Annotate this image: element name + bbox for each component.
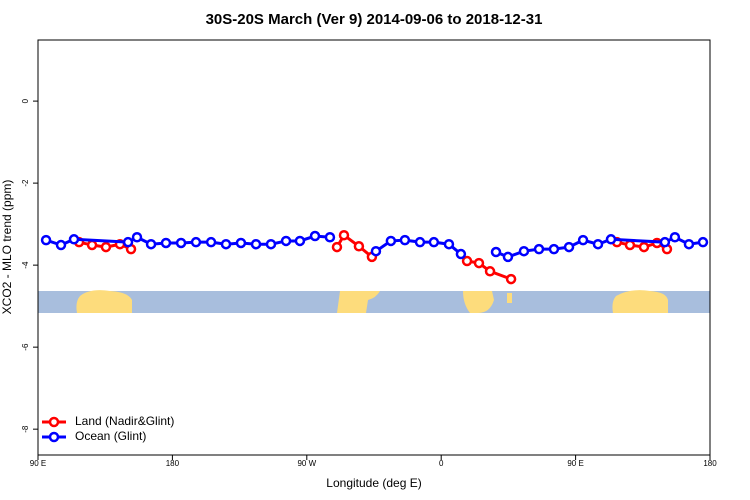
data-point: [490, 246, 502, 258]
data-point: [122, 236, 134, 248]
land-area: [612, 290, 668, 313]
data-point: [235, 237, 247, 249]
land-area: [463, 291, 494, 313]
data-point: [455, 248, 467, 260]
x-tick-label: 90 W: [297, 459, 316, 468]
data-point: [605, 234, 617, 245]
data-point: [473, 257, 485, 269]
data-point: [577, 234, 589, 246]
data-point: [592, 238, 604, 250]
y-tick-label: 0: [21, 98, 30, 103]
x-tick-label: 0: [439, 459, 444, 468]
x-tick-label: 90 E: [30, 459, 46, 468]
data-point: [338, 229, 350, 241]
data-point: [190, 236, 202, 248]
data-point: [399, 234, 411, 246]
data-point: [40, 234, 52, 246]
data-point: [205, 236, 217, 248]
y-tick-label: -4: [21, 261, 30, 269]
land-area: [337, 291, 380, 313]
legend-label: Land (Nadir&Glint): [75, 414, 174, 428]
data-point: [533, 243, 545, 255]
data-point: [638, 241, 650, 253]
data-point: [265, 238, 277, 250]
data-point: [443, 238, 455, 250]
data-point: [428, 236, 440, 248]
data-point: [68, 234, 80, 245]
y-tick-label: -2: [21, 179, 30, 187]
series-line: [335, 233, 373, 259]
data-point: [669, 231, 681, 243]
data-point: [385, 235, 397, 247]
data-point: [548, 243, 560, 255]
data-point: [414, 236, 426, 248]
data-point: [659, 236, 671, 248]
data-point: [331, 241, 343, 253]
land-area: [76, 290, 132, 313]
data-point: [502, 251, 514, 263]
data-point: [484, 266, 496, 277]
data-point: [370, 245, 382, 257]
chart-title: 30S-20S March (Ver 9) 2014-09-06 to 2018…: [206, 11, 543, 28]
x-tick-label: 180: [703, 459, 717, 468]
data-point: [250, 238, 262, 250]
legend-label: Ocean (Glint): [75, 429, 146, 443]
data-point: [697, 236, 709, 248]
data-point: [624, 239, 636, 251]
data-point: [294, 235, 306, 247]
data-point: [683, 238, 695, 250]
ocean-band: [38, 291, 710, 313]
y-axis-label: XCO2 - MLO trend (ppm): [0, 180, 14, 315]
data-point: [160, 237, 172, 249]
data-point: [280, 235, 292, 247]
data-point: [55, 239, 67, 251]
data-point: [563, 241, 575, 253]
data-point: [353, 241, 365, 252]
x-tick-label: 180: [166, 459, 180, 468]
data-point: [324, 231, 336, 243]
legend-marker: [48, 416, 60, 428]
data-point: [145, 238, 157, 250]
y-tick-label: -8: [21, 425, 30, 433]
legend-marker: [48, 431, 60, 443]
data-point: [309, 230, 321, 242]
x-tick-label: 90 E: [567, 459, 583, 468]
data-point: [100, 241, 112, 253]
plot-frame: [37, 39, 711, 456]
data-point: [461, 255, 473, 267]
series-line: [466, 259, 512, 281]
data-point: [131, 231, 143, 243]
land-area: [507, 293, 512, 303]
data-point: [518, 245, 530, 257]
y-tick-label: -6: [21, 343, 30, 351]
data-point: [175, 237, 187, 249]
data-point: [86, 239, 98, 251]
land-ocean-band: [38, 290, 710, 313]
x-axis-label: Longitude (deg E): [326, 476, 421, 490]
data-point: [220, 238, 232, 250]
data-point: [505, 273, 517, 285]
